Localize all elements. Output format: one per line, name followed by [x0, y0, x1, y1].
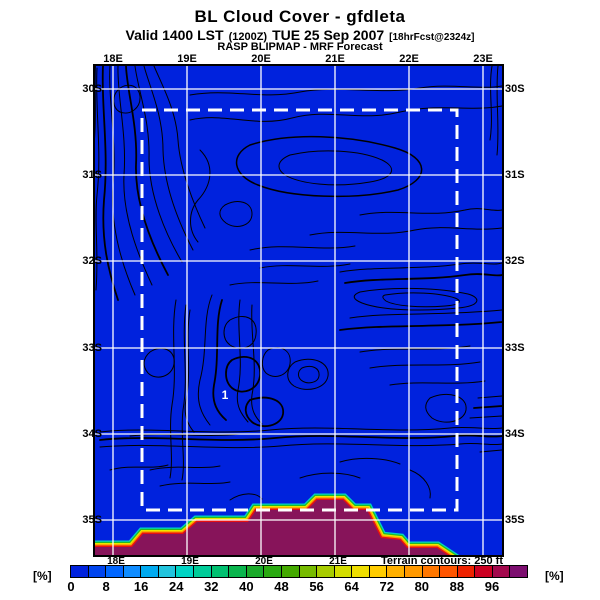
- colorbar-segment: [457, 566, 476, 577]
- colorbar-unit-right: [%]: [545, 569, 564, 583]
- colorbar-unit-left: [%]: [33, 569, 52, 583]
- right-axis-label: 32S: [505, 255, 525, 267]
- colorbar-tick-label: 88: [449, 579, 465, 594]
- left-axis-label: 34S: [82, 428, 102, 440]
- colorbar-tick-label: 64: [344, 579, 359, 594]
- colorbar-segment: [492, 566, 511, 577]
- site-marker: 1: [222, 388, 229, 402]
- colorbar-tick-label: 40: [239, 579, 254, 594]
- cloud-cover-colorbar: [70, 565, 528, 578]
- colorbar-segment: [176, 566, 195, 577]
- right-axis-label: 35S: [505, 514, 525, 526]
- colorbar-tick-label: 96: [484, 579, 500, 594]
- colorbar-segment: [369, 566, 388, 577]
- colorbar-tick-label: 0: [67, 579, 75, 594]
- top-axis-label: 21E: [325, 53, 345, 65]
- map-border: [93, 64, 504, 557]
- top-axis-label: 20E: [251, 53, 271, 65]
- colorbar-tick-label: 56: [309, 579, 324, 594]
- colorbar-tick-label: 32: [204, 579, 219, 594]
- colorbar-segment: [475, 566, 493, 577]
- colorbar-segment: [334, 566, 353, 577]
- bottom-axis-label: 18E: [107, 556, 125, 567]
- colorbar-segment: [106, 566, 124, 577]
- top-axis-label: 23E: [473, 53, 493, 65]
- left-axis-label: 30S: [82, 83, 102, 95]
- right-axis-label: 30S: [505, 83, 525, 95]
- right-axis-label: 31S: [505, 169, 525, 181]
- left-axis-label: 33S: [82, 342, 102, 354]
- forecast-lead-time: [18hrFcst@2324z]: [389, 32, 475, 43]
- colorbar-segment: [123, 566, 142, 577]
- top-axis-label: 18E: [103, 53, 123, 65]
- colorbar-segment: [352, 566, 370, 577]
- colorbar-segment: [246, 566, 265, 577]
- colorbar-segment: [422, 566, 441, 577]
- colorbar-segment: [88, 566, 107, 577]
- terrain-contours: [94, 65, 503, 501]
- colorbar-tick-label: 80: [414, 579, 430, 594]
- page-title: BL Cloud Cover - gfdleta: [194, 7, 406, 26]
- terrain-contour-note: Terrain contours: 250 ft: [380, 555, 503, 567]
- colorbar-segment: [229, 566, 247, 577]
- right-axis-label: 33S: [505, 342, 525, 354]
- left-axis-label: 31S: [82, 169, 102, 181]
- colorbar-segment: [141, 566, 159, 577]
- colorbar-segment: [510, 566, 528, 577]
- left-axis-label: 35S: [82, 514, 102, 526]
- colorbar-segment: [317, 566, 335, 577]
- model-subtitle: RASP BLIPMAP - MRF Forecast: [217, 41, 383, 53]
- top-axis-label: 22E: [399, 53, 419, 65]
- colorbar-segment: [194, 566, 212, 577]
- colorbar-tick-label: 72: [379, 579, 394, 594]
- valid-zulu-time: (1200Z): [228, 31, 268, 43]
- colorbar-segment: [440, 566, 458, 577]
- valid-date: TUE 25 Sep 2007: [272, 27, 385, 43]
- right-axis-label: 34S: [505, 428, 525, 440]
- valid-time: Valid 1400 LST: [125, 27, 224, 43]
- colorbar-segment: [281, 566, 300, 577]
- map-background: [94, 65, 503, 556]
- grid-lines: [94, 65, 503, 556]
- valid-time-line: Valid 1400 LST (1200Z) TUE 25 Sep 2007 […: [0, 27, 600, 43]
- colorbar-tick-label: 24: [169, 579, 184, 594]
- colorbar-tick-label: 8: [102, 579, 110, 594]
- bottom-axis-label: 19E: [181, 556, 199, 567]
- colorbar-segment: [211, 566, 230, 577]
- left-axis-label: 32S: [82, 255, 102, 267]
- model-domain-box: [140, 108, 459, 512]
- colorbar-segment: [299, 566, 318, 577]
- colorbar-tick-label: 48: [274, 579, 289, 594]
- colorbar-segment: [71, 566, 89, 577]
- colorbar-segment: [158, 566, 177, 577]
- colorbar-tick-label: 16: [133, 579, 149, 594]
- top-axis-label: 19E: [177, 53, 197, 65]
- colorbar-segment: [264, 566, 282, 577]
- bottom-axis-label: 20E: [255, 556, 273, 567]
- bottom-axis-label: 21E: [329, 556, 347, 567]
- colorbar-segment: [387, 566, 405, 577]
- colorbar-segment: [404, 566, 423, 577]
